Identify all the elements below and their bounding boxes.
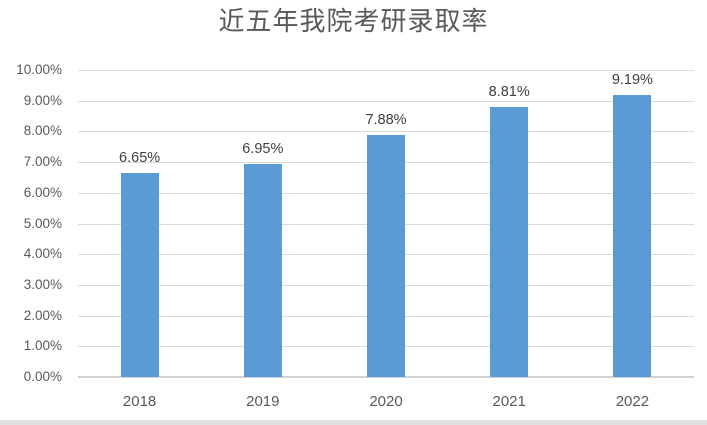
y-axis-tick-label: 2.00% <box>23 307 62 323</box>
bar-value-label: 6.65% <box>119 149 161 166</box>
y-axis-tick-label: 9.00% <box>23 92 62 108</box>
bar-value-label: 7.88% <box>365 112 407 129</box>
bar[interactable] <box>243 163 282 377</box>
gridline <box>78 131 694 132</box>
bar-value-label: 6.95% <box>242 140 284 157</box>
y-axis-tick-label: 1.00% <box>23 338 62 354</box>
y-axis-tick-label: 0.00% <box>23 369 62 384</box>
y-axis-tick-label: 4.00% <box>23 246 62 262</box>
bar[interactable] <box>490 106 529 377</box>
bar-value-label: 8.81% <box>488 83 530 100</box>
x-axis-tick-label: 2020 <box>369 393 403 410</box>
x-axis-tick-label: 2021 <box>492 393 526 410</box>
bottom-edge-strip <box>0 420 707 425</box>
y-axis-tick-label: 5.00% <box>23 215 62 231</box>
x-axis-tick-label: 2022 <box>615 393 650 410</box>
gridline <box>78 101 694 102</box>
bar[interactable] <box>120 172 159 377</box>
y-axis-tick-label: 7.00% <box>23 154 62 170</box>
chart-title: 近五年我院考研录取率 <box>218 6 489 36</box>
bar-value-label: 9.19% <box>611 71 653 88</box>
x-axis-tick-label: 2019 <box>246 393 280 410</box>
y-axis-tick-label: 8.00% <box>23 123 62 139</box>
y-axis-tick-label: 6.00% <box>23 184 62 200</box>
x-axis-line <box>78 376 694 378</box>
gridline <box>78 70 694 71</box>
y-axis-tick-label: 10.00% <box>16 62 62 77</box>
x-axis-tick-label: 2018 <box>122 393 157 410</box>
y-axis-tick-label: 3.00% <box>23 276 62 292</box>
bar[interactable] <box>367 135 405 377</box>
bar[interactable] <box>613 94 652 377</box>
